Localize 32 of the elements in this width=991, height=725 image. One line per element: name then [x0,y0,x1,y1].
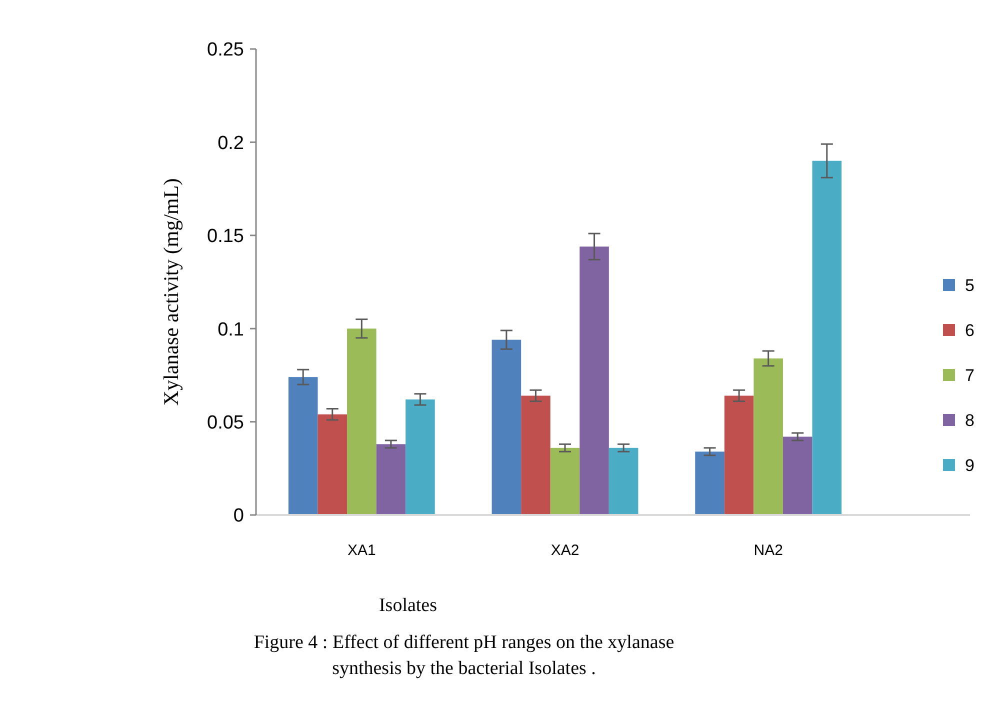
bar [376,444,406,515]
legend-label: 9 [965,456,974,475]
y-tick-label: 0.2 [218,132,244,154]
bar [318,414,348,515]
bar [550,448,580,515]
x-axis-title: Isolates [378,595,438,616]
bar [580,246,609,515]
legend-label: 5 [965,276,974,295]
bar [724,396,754,515]
y-tick-label: 0.25 [207,40,244,61]
bar [782,436,812,515]
y-tick-label: 0.05 [207,412,244,434]
legend-label: 7 [965,366,974,385]
x-tick-label: NA2 [754,542,783,559]
x-tick-label: XA2 [550,542,580,559]
bar [695,452,724,515]
bar [288,377,318,515]
bar [347,328,376,515]
bar [608,448,638,515]
x-tick-label: XA1 [347,542,376,559]
legend-label: 8 [965,410,974,430]
bar [754,358,783,515]
y-tick-label: 0.15 [207,226,244,248]
caption: Figure 4 : Effect of different pH ranges on the xylanase synthesis by the bacterial Isolates . [254,632,674,679]
bar [406,399,435,515]
legend-label: 6 [965,320,974,340]
y-tick-label: 0 [233,506,244,527]
bar [521,396,550,515]
bar [492,340,522,515]
bar [812,160,842,515]
y-axis-title: Xylanase activity (mg/mL) [159,178,183,406]
y-tick-label: 0.1 [218,319,244,340]
